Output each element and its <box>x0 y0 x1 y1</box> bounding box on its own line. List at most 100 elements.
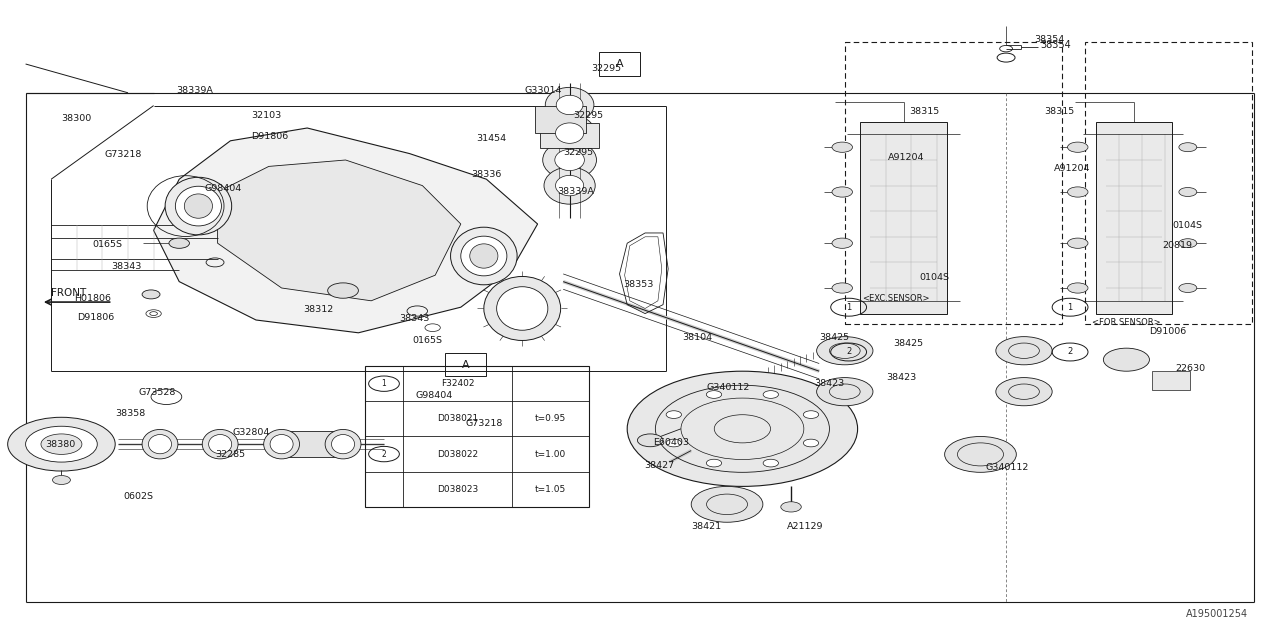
Text: <EXC.SENSOR>: <EXC.SENSOR> <box>863 294 929 303</box>
Ellipse shape <box>202 429 238 459</box>
Bar <box>275 431 342 457</box>
Text: 32103: 32103 <box>251 111 282 120</box>
Circle shape <box>817 378 873 406</box>
Circle shape <box>8 417 115 471</box>
Text: 32295: 32295 <box>563 148 594 157</box>
Ellipse shape <box>556 123 584 143</box>
Text: 38423: 38423 <box>814 380 845 388</box>
Circle shape <box>707 390 722 398</box>
Ellipse shape <box>544 167 595 204</box>
Circle shape <box>817 337 873 365</box>
Circle shape <box>1103 348 1149 371</box>
Text: t=0.95: t=0.95 <box>535 414 566 424</box>
Text: D91806: D91806 <box>77 313 114 322</box>
Text: A195001254: A195001254 <box>1185 609 1248 620</box>
Circle shape <box>1179 143 1197 152</box>
Circle shape <box>763 390 778 398</box>
Text: D038022: D038022 <box>436 449 479 459</box>
Text: 0104S: 0104S <box>919 273 948 282</box>
Circle shape <box>1179 239 1197 248</box>
Circle shape <box>52 476 70 484</box>
Text: 1: 1 <box>846 303 851 312</box>
Text: 38354: 38354 <box>1034 35 1065 44</box>
Bar <box>445 353 486 376</box>
Circle shape <box>832 238 852 248</box>
Text: D91006: D91006 <box>1149 327 1187 336</box>
Circle shape <box>1179 284 1197 292</box>
Text: 38104: 38104 <box>682 333 713 342</box>
Text: H01806: H01806 <box>74 294 111 303</box>
Circle shape <box>832 142 852 152</box>
Ellipse shape <box>543 141 596 179</box>
Text: t=1.05: t=1.05 <box>535 484 566 494</box>
Ellipse shape <box>325 429 361 459</box>
Circle shape <box>1068 142 1088 152</box>
Bar <box>1096 122 1172 314</box>
Circle shape <box>945 436 1016 472</box>
Ellipse shape <box>470 244 498 268</box>
Text: 38336: 38336 <box>471 170 502 179</box>
Text: 38421: 38421 <box>691 522 722 531</box>
Bar <box>535 106 586 133</box>
Text: 38423: 38423 <box>886 373 916 382</box>
Circle shape <box>41 434 82 454</box>
Text: 2: 2 <box>381 449 387 459</box>
Text: G73528: G73528 <box>138 388 175 397</box>
Ellipse shape <box>165 177 232 235</box>
Circle shape <box>996 337 1052 365</box>
Text: G73218: G73218 <box>466 419 503 428</box>
Text: 38300: 38300 <box>61 114 92 123</box>
Circle shape <box>832 187 852 197</box>
Circle shape <box>26 426 97 462</box>
Text: G33014: G33014 <box>525 86 562 95</box>
Text: G73218: G73218 <box>105 150 142 159</box>
Text: <FOR SENSOR>: <FOR SENSOR> <box>1092 318 1161 327</box>
Text: A: A <box>616 59 623 69</box>
Circle shape <box>763 460 778 467</box>
Ellipse shape <box>175 186 221 226</box>
Ellipse shape <box>332 435 355 454</box>
Ellipse shape <box>497 287 548 330</box>
Text: 38353: 38353 <box>623 280 654 289</box>
Circle shape <box>637 434 663 447</box>
Text: G340112: G340112 <box>986 463 1029 472</box>
Text: 38343: 38343 <box>399 314 430 323</box>
Circle shape <box>691 486 763 522</box>
Text: D91806: D91806 <box>251 132 288 141</box>
Ellipse shape <box>142 429 178 459</box>
Text: G340112: G340112 <box>707 383 750 392</box>
Bar <box>845 42 1062 324</box>
Bar <box>540 123 599 148</box>
Text: 38315: 38315 <box>1044 107 1075 116</box>
Text: FRONT: FRONT <box>51 288 87 298</box>
Text: A91204: A91204 <box>888 153 925 162</box>
Text: 38315: 38315 <box>909 107 940 116</box>
Text: 38343: 38343 <box>111 262 142 271</box>
Ellipse shape <box>556 175 584 196</box>
Text: E60403: E60403 <box>653 438 689 447</box>
Ellipse shape <box>209 435 232 454</box>
Text: 38354: 38354 <box>1041 40 1071 50</box>
Text: 1: 1 <box>1068 303 1073 312</box>
Text: 0165S: 0165S <box>92 240 122 249</box>
Circle shape <box>707 460 722 467</box>
Text: 32285: 32285 <box>215 450 246 459</box>
Ellipse shape <box>184 194 212 218</box>
Circle shape <box>142 290 160 299</box>
Text: 38358: 38358 <box>115 409 146 418</box>
Text: G98404: G98404 <box>416 391 453 400</box>
Circle shape <box>781 502 801 512</box>
Ellipse shape <box>554 149 585 170</box>
Text: 1: 1 <box>381 379 387 388</box>
Text: 2: 2 <box>846 348 851 356</box>
Circle shape <box>1179 188 1197 196</box>
Circle shape <box>1068 238 1088 248</box>
Polygon shape <box>218 160 461 301</box>
Text: 38425: 38425 <box>819 333 850 342</box>
Bar <box>860 122 947 314</box>
Circle shape <box>666 411 681 419</box>
Ellipse shape <box>544 115 595 152</box>
Text: t=1.00: t=1.00 <box>535 449 566 459</box>
Circle shape <box>804 411 819 419</box>
Circle shape <box>169 238 189 248</box>
